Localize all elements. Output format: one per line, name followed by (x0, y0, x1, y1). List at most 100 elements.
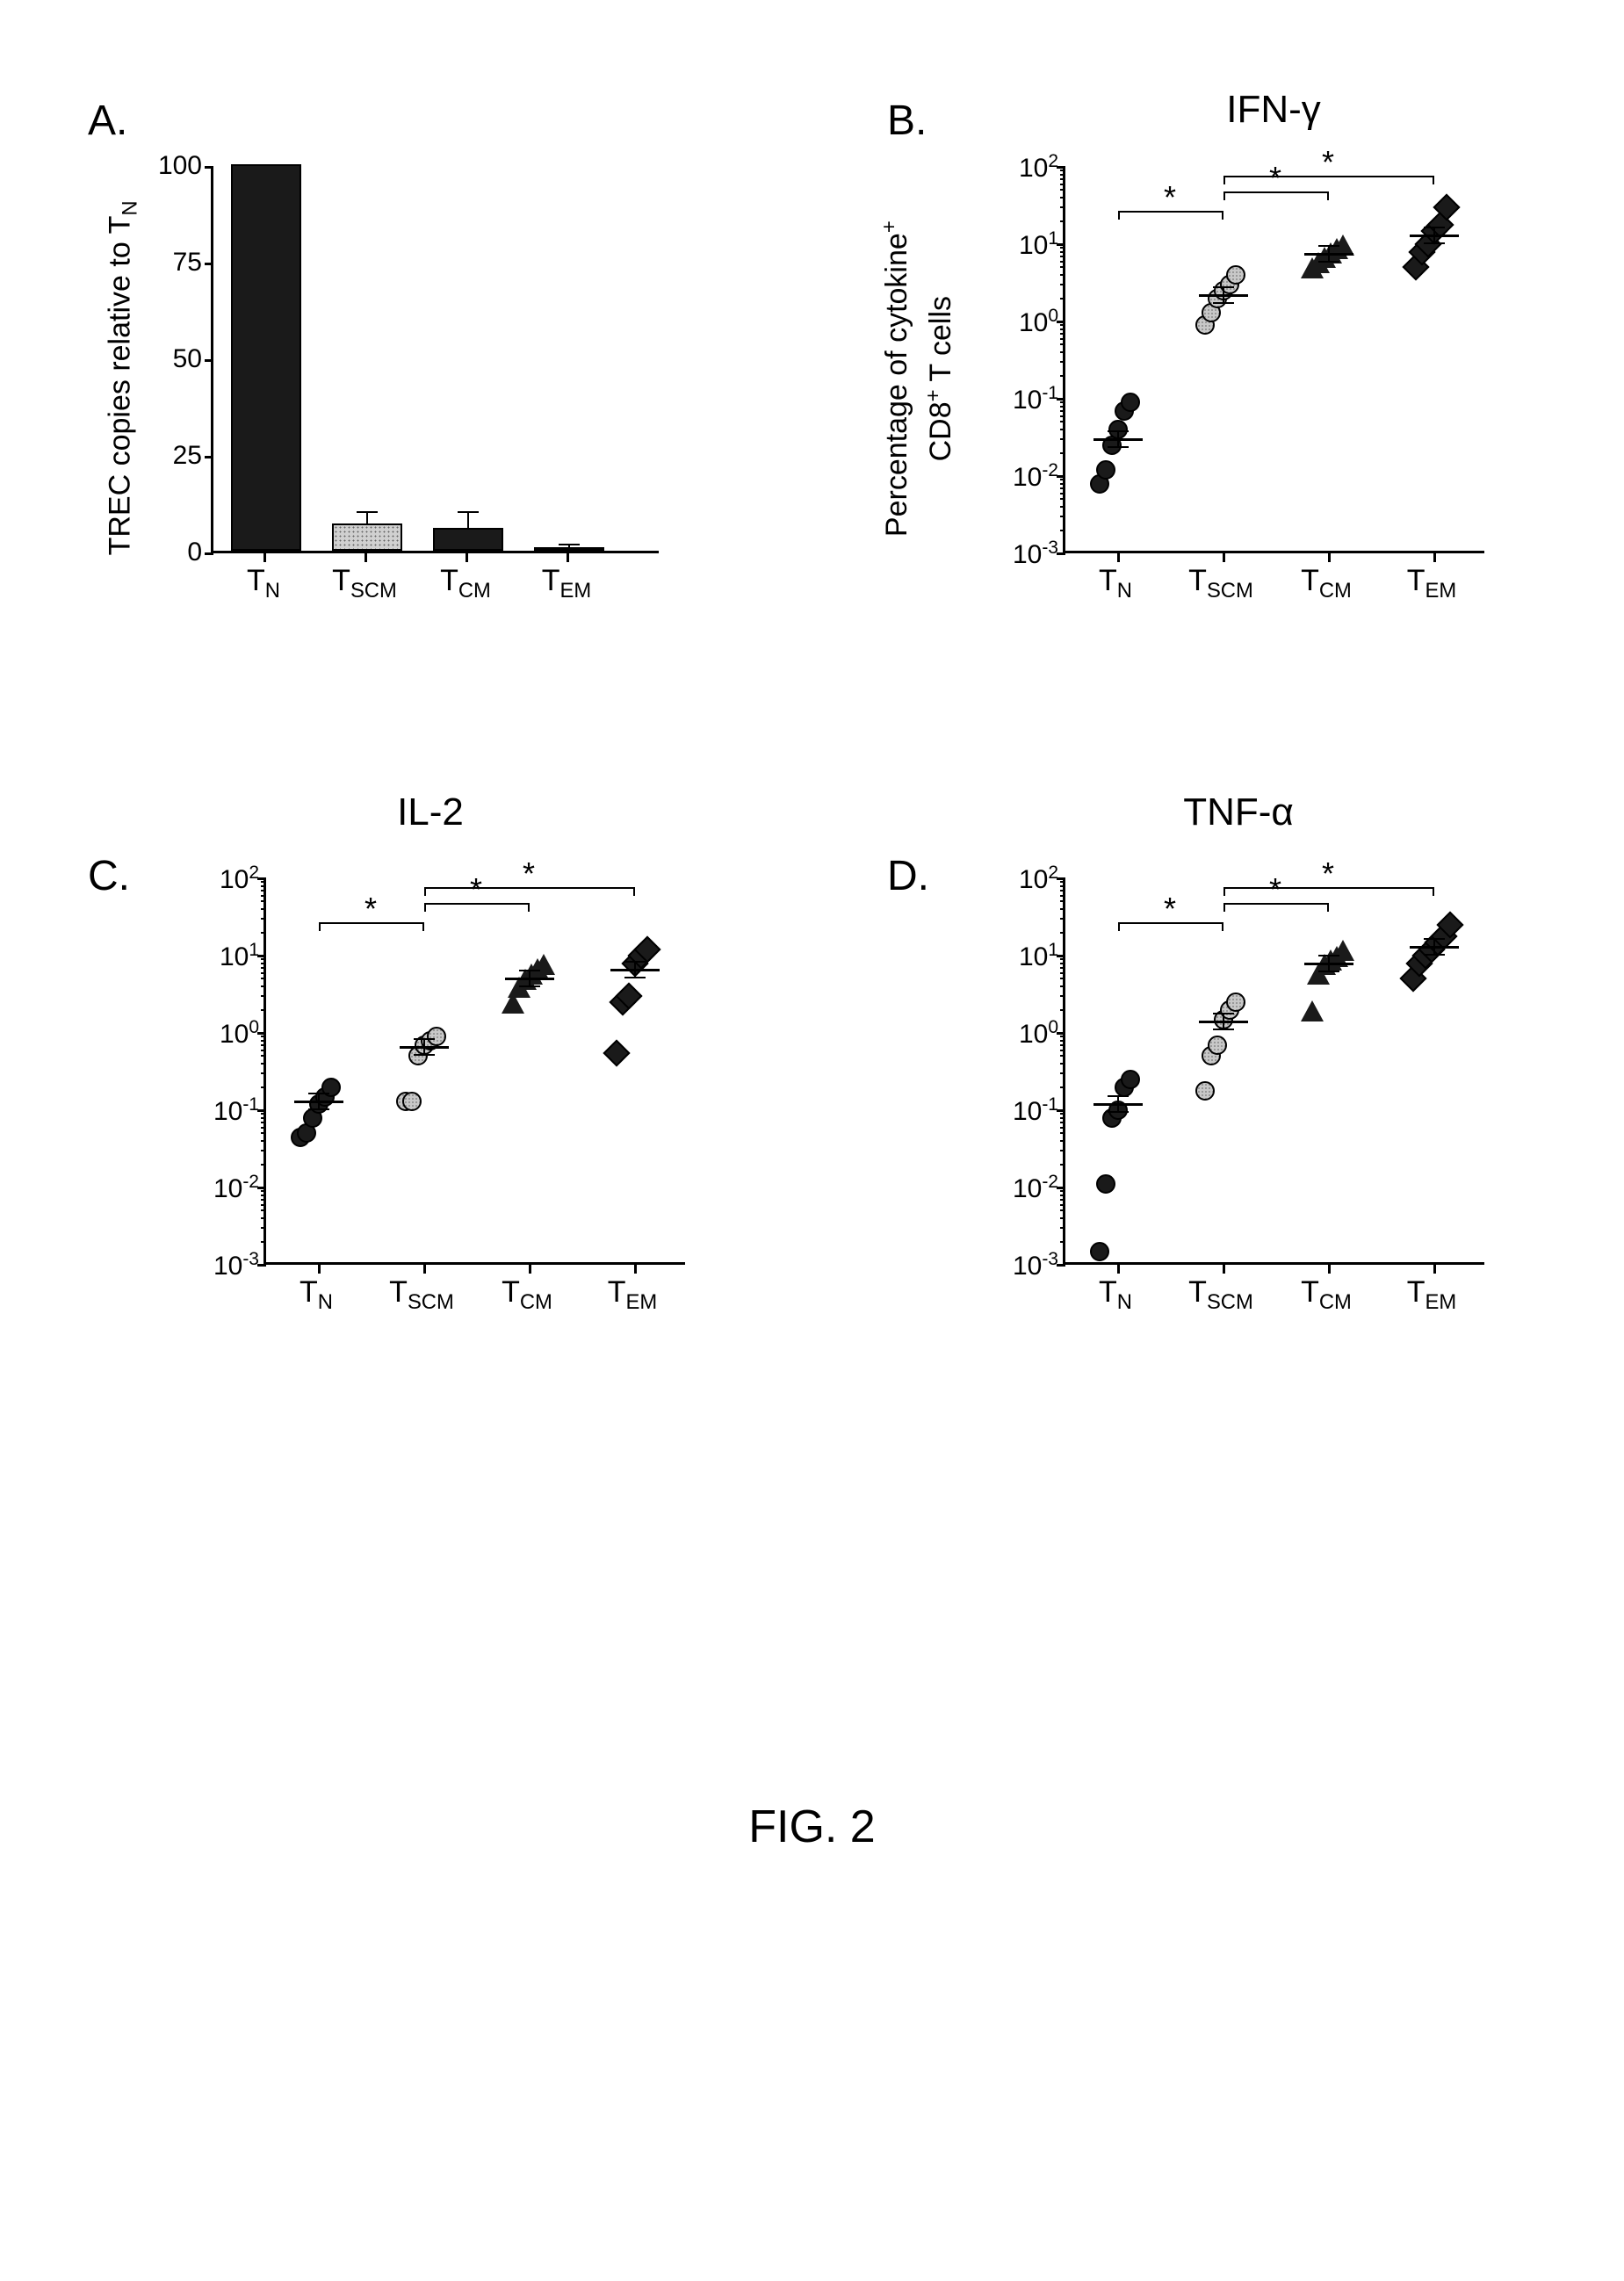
marker-circle-icon (1121, 393, 1140, 412)
panel-B-ytick-minor (1060, 174, 1065, 176)
panel-a-errcap-T_EM (559, 544, 580, 545)
sig-tick (1118, 922, 1120, 931)
panel-B-ytick-minor (1060, 506, 1065, 508)
panel-D-xlabel-T_CM: TCM (1282, 1275, 1370, 1315)
panel-B-ytick-minor (1060, 498, 1065, 500)
sig-star-icon: * (470, 871, 482, 908)
sig-tick (424, 887, 426, 896)
panel-D-yticklabel: 10-3 (997, 1249, 1058, 1281)
panel-B-ytick-minor (1060, 479, 1065, 480)
panel-C-ytick-minor (261, 918, 266, 920)
marker-circle-icon (1195, 1081, 1215, 1101)
panel-C-ytick-minor (261, 908, 266, 910)
panel-D-xlabel-T_N: TN (1072, 1275, 1159, 1315)
panel-C-yticklabel: 10-1 (198, 1094, 259, 1127)
panel-a-ytick (205, 263, 213, 265)
panel-C-xlabel-T_CM: TCM (483, 1275, 571, 1315)
panel-C-yticklabel: 100 (198, 1017, 259, 1050)
panel-C-yticklabel: 102 (198, 863, 259, 895)
panel-C-ytick-minor (261, 900, 266, 902)
panel-C-ytick-minor (261, 1036, 266, 1037)
panel-D-xtick (1433, 1265, 1436, 1274)
panel-a-ytick (205, 166, 213, 169)
panel-B-ytick-minor (1060, 401, 1065, 403)
panel-B-ytick-minor (1060, 220, 1065, 222)
panel-B-ytick-minor (1060, 429, 1065, 430)
panel-b-ylabel2-sup: + (921, 389, 945, 401)
sig-tick (1433, 887, 1434, 896)
panel-D-ytick-minor (1060, 1140, 1065, 1142)
panel-B-ytick-minor (1060, 338, 1065, 340)
panel-D-ytick-minor (1060, 1150, 1065, 1151)
panel-B-ytick-minor (1060, 438, 1065, 440)
panel-a-errcap-T_SCM (357, 511, 378, 513)
panel-B-ytick-minor (1060, 266, 1065, 268)
panel-D-ytick-minor (1060, 967, 1065, 969)
panel-B-ytick-minor (1060, 298, 1065, 300)
panel-C-ytick-minor (261, 895, 266, 897)
panel-c-title: IL-2 (343, 790, 518, 834)
sig-star-icon: * (523, 855, 535, 892)
panel-C-yticklabel: 10-3 (198, 1249, 259, 1281)
panel-B-ytick-minor (1060, 410, 1065, 412)
panel-B-ytick-minor (1060, 328, 1065, 330)
panel-B-ytick-minor (1060, 206, 1065, 208)
panel-D-xlabel-T_EM: TEM (1388, 1275, 1476, 1315)
panel-D-ytick-minor (1060, 885, 1065, 887)
panel-B-ytick-minor (1060, 256, 1065, 257)
panel-B-xtick (1433, 553, 1436, 562)
panel-C-ytick-minor (261, 978, 266, 979)
panel-a-bar-T_EM (534, 547, 604, 551)
marker-triangle-icon (1301, 1000, 1324, 1021)
panel-B-ytick-minor (1060, 361, 1065, 363)
panel-C-ytick-minor (261, 885, 266, 887)
panel-D-ytick-minor (1060, 1117, 1065, 1119)
panel-D-yticklabel: 100 (997, 1017, 1058, 1050)
marker-circle-icon (427, 1027, 446, 1046)
panel-b-ylabel1-text: Percentage of cytokine (880, 233, 913, 537)
panel-B-xlabel-T_N: TN (1072, 564, 1159, 603)
panel-D-ytick-minor (1060, 1050, 1065, 1051)
panel-C-ytick-minor (261, 1040, 266, 1042)
panel-a-xtick (466, 553, 468, 562)
panel-a-yticklabel: 100 (149, 151, 202, 181)
panel-b-title: IFN-γ (1142, 88, 1405, 132)
panel-a-yticklabel: 25 (149, 441, 202, 471)
panel-a-xlabel-T_EM: TEM (523, 564, 610, 603)
panel-c-label: C. (88, 852, 130, 900)
panel-C-ytick-minor (261, 972, 266, 974)
panel-C-ytick-minor (261, 963, 266, 964)
panel-d-chart: *** (1063, 878, 1484, 1265)
panel-B-ytick-minor (1060, 351, 1065, 353)
panel-a-label: A. (88, 97, 127, 145)
marker-circle-icon (1208, 1036, 1227, 1055)
sig-tick (1223, 191, 1225, 200)
panel-B-ytick-minor (1060, 170, 1065, 171)
panel-B-yticklabel: 102 (997, 151, 1058, 184)
panel-B-ytick-minor (1060, 530, 1065, 531)
panel-B-semv-T_SCM (1223, 286, 1224, 304)
marker-circle-icon (1096, 460, 1115, 480)
panel-C-ytick-minor (261, 1199, 266, 1201)
sig-star-icon: * (1322, 855, 1334, 892)
panel-a-ytick (205, 359, 213, 362)
panel-C-ytick-minor (261, 1209, 266, 1211)
panel-D-ytick-minor (1060, 1195, 1065, 1196)
panel-B-ytick-minor (1060, 421, 1065, 422)
panel-D-yticklabel: 10-1 (997, 1094, 1058, 1127)
panel-a-ytick (205, 456, 213, 458)
panel-D-ytick-minor (1060, 1204, 1065, 1206)
panel-C-ytick-minor (261, 932, 266, 934)
panel-D-ytick-minor (1060, 918, 1065, 920)
panel-B-ytick-minor (1060, 333, 1065, 335)
panel-B-ytick-minor (1060, 493, 1065, 494)
panel-D-ytick-minor (1060, 900, 1065, 902)
panel-C-ytick-minor (261, 1204, 266, 1206)
panel-C-yticklabel: 101 (198, 940, 259, 972)
panel-B-ytick-minor (1060, 251, 1065, 253)
sig-tick (1223, 176, 1225, 184)
marker-triangle-icon (1332, 940, 1354, 961)
panel-a-yticklabel: 0 (149, 538, 202, 567)
panel-D-semv-T_N (1117, 1095, 1119, 1113)
panel-C-ytick-minor (261, 995, 266, 997)
